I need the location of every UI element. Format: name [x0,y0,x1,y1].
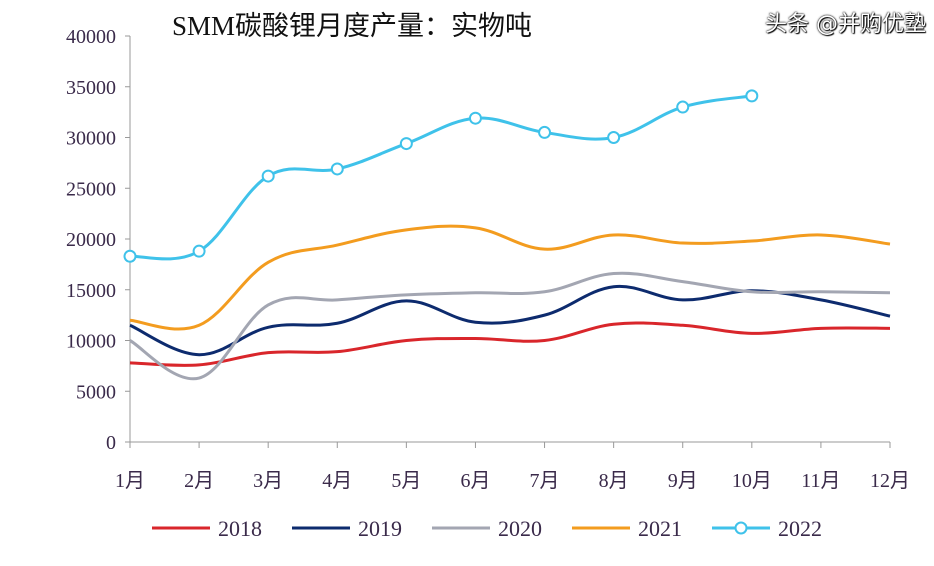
series-line-2018 [129,321,891,367]
y-tick-label: 10000 [66,331,116,353]
x-tick-label: 4月 [322,470,352,492]
data-point-2022 [745,89,759,103]
data-point-2022 [192,244,206,258]
y-tick-label: 40000 [66,26,116,48]
series-line-2021 [129,224,891,331]
data-point-2022 [607,131,621,144]
legend-label-2021: 2021 [638,516,682,541]
y-tick-label: 5000 [76,381,116,403]
y-tick-label: 20000 [66,229,116,251]
series-line-2022 [129,94,753,261]
x-tick-label: 8月 [599,470,629,492]
y-tick-label: 35000 [66,77,116,99]
legend-label-2019: 2019 [358,516,402,541]
x-tick-label: 2月 [184,470,214,492]
watermark: 头条 @并购优塾 [765,12,926,37]
data-point-2022 [261,169,275,183]
x-tick-label: 11月 [801,470,840,492]
legend-label-2022: 2022 [778,516,822,541]
y-tick-label: 15000 [66,280,116,302]
x-tick-label: 1月 [115,470,145,492]
x-tick-label: 3月 [253,470,283,492]
data-point-2022 [330,162,344,176]
x-tick-label: 5月 [391,470,421,492]
data-point-2022 [468,111,482,125]
series-line-2020 [129,271,891,381]
data-point-2022 [538,125,552,139]
data-point-2022 [399,137,413,151]
legend-label-2020: 2020 [498,516,542,541]
data-point-2022 [676,100,690,114]
legend-marker-2022 [734,521,748,535]
x-tick-label: 9月 [668,470,698,492]
x-tick-label: 7月 [530,470,560,492]
series-line-2019 [129,284,891,357]
y-tick-label: 30000 [66,128,116,150]
legend-label-2018: 2018 [218,516,262,541]
x-tick-label: 6月 [460,470,490,492]
y-tick-label: 25000 [66,178,116,200]
data-point-2022 [123,249,137,263]
x-tick-label: 12月 [870,470,910,492]
x-tick-label: 10月 [732,470,772,492]
chart-title: SMM碳酸锂月度产量：实物吨 [172,11,533,41]
y-tick-label: 0 [106,432,116,454]
